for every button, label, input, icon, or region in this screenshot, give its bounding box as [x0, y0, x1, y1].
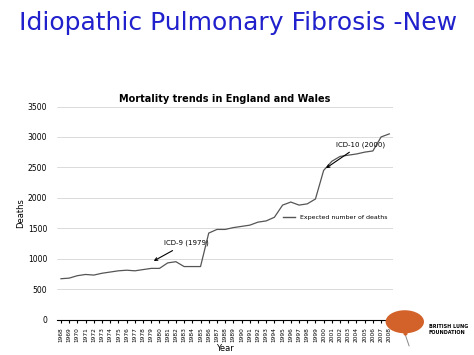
X-axis label: Year: Year — [216, 344, 234, 353]
Legend: Expected number of deaths: Expected number of deaths — [280, 212, 390, 223]
Ellipse shape — [386, 310, 424, 333]
Text: ICD-10 (2000): ICD-10 (2000) — [327, 141, 385, 168]
Title: Mortality trends in England and Wales: Mortality trends in England and Wales — [119, 94, 331, 104]
Text: BRITISH LUNG
FOUNDATION: BRITISH LUNG FOUNDATION — [428, 324, 468, 335]
Y-axis label: Deaths: Deaths — [16, 198, 25, 228]
Text: ICD-9 (1979): ICD-9 (1979) — [155, 240, 209, 260]
Text: Idiopathic Pulmonary Fibrosis -New: Idiopathic Pulmonary Fibrosis -New — [19, 11, 457, 35]
